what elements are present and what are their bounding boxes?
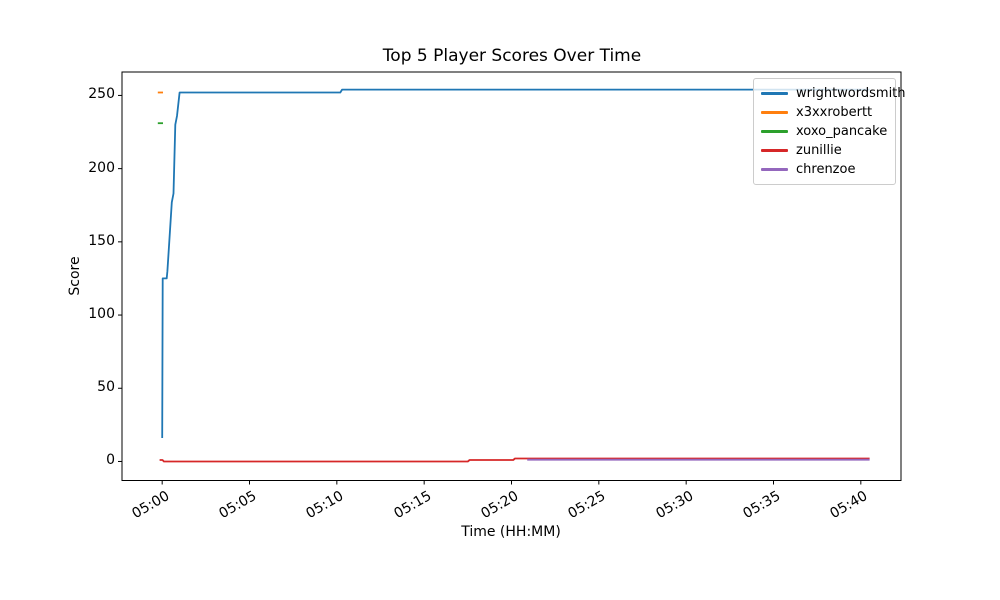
y-axis-label: Score <box>67 256 83 296</box>
legend-line-icon <box>761 92 788 95</box>
y-tick-label: 0 <box>106 452 115 469</box>
y-tick-label: 250 <box>88 86 115 103</box>
legend-label: chrenzoe <box>796 162 856 177</box>
y-tick-label: 200 <box>88 159 115 176</box>
y-tick-label: 150 <box>88 232 115 249</box>
legend-label: wrightwordsmith <box>796 86 906 101</box>
legend-label: xoxo_pancake <box>796 124 888 139</box>
legend-label: zunillie <box>796 143 842 158</box>
series-line-zunillie <box>159 457 870 463</box>
x-axis-label: Time (HH:MM) <box>461 524 561 540</box>
legend-label: x3xxrobertt <box>796 105 873 120</box>
legend-entry-chrenzoe: chrenzoe <box>761 160 887 179</box>
legend-entry-x3xxrobertt: x3xxrobertt <box>761 103 887 122</box>
legend-entry-xoxo_pancake: xoxo_pancake <box>761 122 887 141</box>
legend-entry-zunillie: zunillie <box>761 141 887 160</box>
chart-title: Top 5 Player Scores Over Time <box>382 46 642 66</box>
y-tick-label: 50 <box>97 379 115 396</box>
legend-line-icon <box>761 130 788 133</box>
legend-entry-wrightwordsmith: wrightwordsmith <box>761 84 906 103</box>
legend-line-icon <box>761 168 788 171</box>
legend-line-icon <box>761 149 788 152</box>
y-tick-label: 100 <box>88 306 115 323</box>
legend-line-icon <box>761 111 788 114</box>
series-line-wrightwordsmith <box>161 88 870 439</box>
